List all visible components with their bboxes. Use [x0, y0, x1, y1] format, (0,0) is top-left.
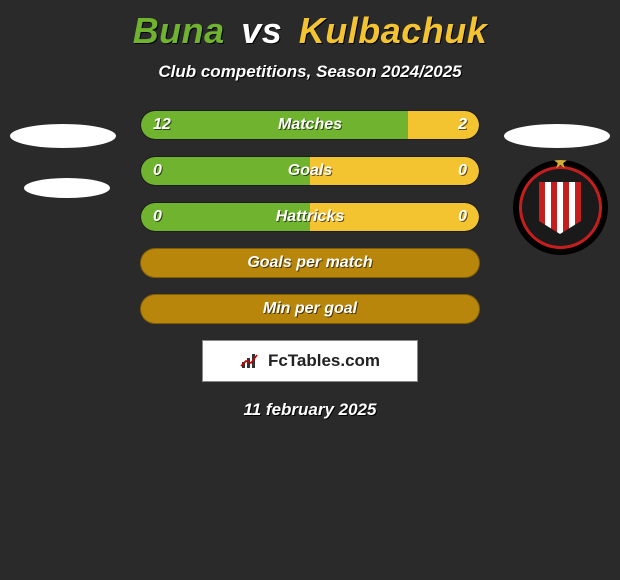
stat-row: 122Matches [140, 110, 480, 140]
bar-chart-icon [240, 352, 262, 370]
player1-name: Buna [133, 10, 225, 51]
stat-row: Goals per match [140, 248, 480, 278]
star-icon: ★ [552, 160, 568, 173]
stat-bars: 122Matches 00Goals 00Hattricks Goals per ma… [140, 110, 480, 324]
player1-placeholder-icon [10, 124, 116, 148]
player2-placeholder-icon [504, 124, 610, 148]
vs-text: vs [241, 10, 282, 51]
player2-club-badge-icon: ★ [513, 160, 608, 255]
stat-row: 00Hattricks [140, 202, 480, 232]
brand-box[interactable]: FcTables.com [202, 340, 418, 382]
player1-club-placeholder-icon [24, 178, 110, 198]
player2-avatar: ★ [504, 110, 610, 216]
comparison-title: Buna vs Kulbachuk [0, 0, 620, 52]
content-area: ★ 122Matches 00Goals 00Hattricks Goals per … [0, 110, 620, 420]
stat-label: Hattricks [141, 208, 479, 226]
stat-label: Goals per match [141, 254, 479, 272]
date-text: 11 february 2025 [0, 400, 620, 420]
stat-row: 00Goals [140, 156, 480, 186]
stat-label: Min per goal [141, 300, 479, 318]
player1-avatar [10, 110, 116, 216]
subtitle: Club competitions, Season 2024/2025 [0, 62, 620, 82]
stat-label: Matches [141, 116, 479, 134]
stat-row: Min per goal [140, 294, 480, 324]
stat-label: Goals [141, 162, 479, 180]
player2-name: Kulbachuk [299, 10, 488, 51]
brand-text: FcTables.com [268, 351, 380, 371]
shield-stripes-icon [539, 182, 581, 234]
